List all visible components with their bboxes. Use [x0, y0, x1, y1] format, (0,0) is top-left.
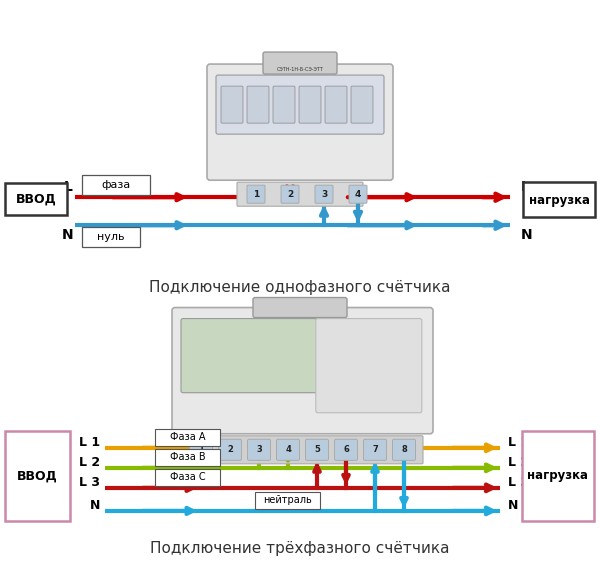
- FancyBboxPatch shape: [277, 439, 299, 461]
- FancyBboxPatch shape: [182, 436, 423, 464]
- FancyBboxPatch shape: [237, 182, 363, 206]
- Text: L 3: L 3: [508, 476, 529, 489]
- FancyBboxPatch shape: [82, 227, 140, 247]
- FancyBboxPatch shape: [392, 439, 415, 461]
- Text: 1: 1: [198, 445, 204, 454]
- Text: L 1: L 1: [79, 436, 100, 449]
- FancyBboxPatch shape: [273, 86, 295, 123]
- Text: ВВОД: ВВОД: [16, 193, 56, 206]
- FancyBboxPatch shape: [522, 431, 594, 521]
- Text: 3: 3: [321, 190, 327, 199]
- FancyBboxPatch shape: [216, 75, 384, 134]
- Text: Подключение трёхфазного счётчика: Подключение трёхфазного счётчика: [150, 541, 450, 557]
- FancyBboxPatch shape: [190, 439, 212, 461]
- FancyBboxPatch shape: [155, 449, 220, 466]
- Text: L 2: L 2: [79, 456, 100, 470]
- FancyBboxPatch shape: [316, 319, 422, 413]
- FancyBboxPatch shape: [247, 185, 265, 203]
- Text: N: N: [89, 499, 100, 512]
- Text: L 1: L 1: [508, 436, 529, 449]
- FancyBboxPatch shape: [221, 86, 243, 123]
- FancyBboxPatch shape: [181, 319, 317, 393]
- Text: L 3: L 3: [79, 476, 100, 489]
- Text: нагрузка: нагрузка: [529, 194, 589, 206]
- Text: СЭТН-1Н-Б-СЭ-ЭТТ: СЭТН-1Н-Б-СЭ-ЭТТ: [277, 67, 323, 72]
- Text: Подключение однофазного счётчика: Подключение однофазного счётчика: [149, 280, 451, 295]
- Text: L: L: [521, 180, 530, 194]
- Text: нагрузка: нагрузка: [527, 470, 589, 482]
- FancyBboxPatch shape: [351, 86, 373, 123]
- FancyBboxPatch shape: [335, 439, 358, 461]
- FancyBboxPatch shape: [523, 182, 595, 217]
- FancyBboxPatch shape: [207, 64, 393, 180]
- Text: Фаза В: Фаза В: [170, 452, 205, 462]
- FancyBboxPatch shape: [325, 86, 347, 123]
- Text: Фаза С: Фаза С: [170, 472, 205, 482]
- Text: 1: 1: [253, 190, 259, 199]
- Text: нейтраль: нейтраль: [263, 495, 312, 505]
- FancyBboxPatch shape: [248, 439, 271, 461]
- FancyBboxPatch shape: [299, 86, 321, 123]
- FancyBboxPatch shape: [315, 185, 333, 203]
- FancyBboxPatch shape: [263, 52, 337, 74]
- Text: 6: 6: [343, 445, 349, 454]
- Text: Фаза А: Фаза А: [170, 433, 205, 442]
- Text: фаза: фаза: [101, 180, 131, 190]
- Text: 3: 3: [256, 445, 262, 454]
- Text: L: L: [64, 180, 73, 194]
- Text: ВВОД: ВВОД: [17, 470, 58, 482]
- Text: нуль: нуль: [97, 232, 125, 242]
- FancyBboxPatch shape: [253, 297, 347, 318]
- Text: N: N: [61, 228, 73, 242]
- Text: 2: 2: [227, 445, 233, 454]
- Text: L 2: L 2: [508, 456, 529, 470]
- Text: 4: 4: [285, 445, 291, 454]
- FancyBboxPatch shape: [172, 307, 433, 434]
- FancyBboxPatch shape: [218, 439, 241, 461]
- FancyBboxPatch shape: [155, 469, 220, 486]
- Text: 7: 7: [372, 445, 378, 454]
- FancyBboxPatch shape: [305, 439, 329, 461]
- Text: 2: 2: [287, 190, 293, 199]
- FancyBboxPatch shape: [5, 183, 67, 215]
- Text: N: N: [508, 499, 518, 512]
- FancyBboxPatch shape: [255, 492, 320, 509]
- FancyBboxPatch shape: [349, 185, 367, 203]
- FancyBboxPatch shape: [247, 86, 269, 123]
- Text: N: N: [521, 228, 533, 242]
- FancyBboxPatch shape: [82, 175, 150, 195]
- FancyBboxPatch shape: [281, 185, 299, 203]
- Text: 4: 4: [355, 190, 361, 199]
- FancyBboxPatch shape: [5, 431, 70, 521]
- FancyBboxPatch shape: [155, 429, 220, 446]
- Text: 5: 5: [314, 445, 320, 454]
- Text: 8: 8: [401, 445, 407, 454]
- FancyBboxPatch shape: [364, 439, 386, 461]
